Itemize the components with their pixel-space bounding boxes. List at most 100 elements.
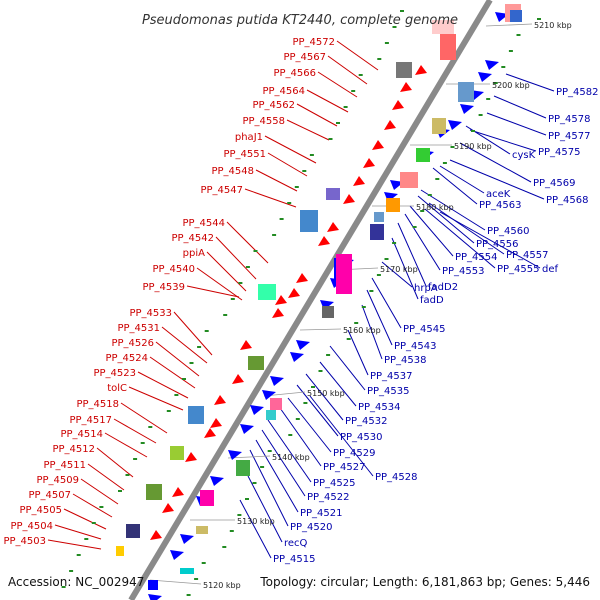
label-pp_4526: PP_4526: [111, 338, 154, 349]
connector-pp_4503: [47, 539, 102, 550]
label-tolc: tolC: [107, 383, 127, 394]
tick-mark: [295, 418, 300, 420]
label-pp_4555: PP_4555: [497, 264, 540, 275]
label-pp_4560: PP_4560: [487, 226, 530, 237]
connector-pp_4562: [296, 103, 338, 127]
label-pp_4542: PP_4542: [171, 233, 214, 244]
label-pp_4564: PP_4564: [262, 86, 305, 97]
tick-mark: [245, 498, 249, 500]
gene-arrow-right-strand: [180, 534, 194, 544]
gene-block: [370, 224, 384, 240]
tick-mark: [230, 298, 235, 300]
connector-def: [439, 211, 541, 269]
gene-arrow-left-strand: [275, 295, 287, 305]
connector-pp_4535: [329, 345, 366, 391]
connector-ppia: [206, 251, 247, 292]
tick-mark: [412, 226, 417, 228]
label-pp_4525: PP_4525: [313, 478, 356, 489]
connector-pp_4553: [404, 213, 441, 271]
connector-pp_4527: [279, 407, 322, 467]
gene-block: [200, 490, 214, 506]
tick-mark: [420, 210, 425, 212]
tick-mark: [471, 130, 475, 132]
gene-arrow-left-strand: [272, 308, 284, 318]
tick-mark: [204, 330, 209, 332]
gene-arrow-left-strand: [150, 530, 162, 540]
gene-block: [148, 580, 158, 590]
kbp-label: 5150 kbp: [307, 389, 345, 398]
connector-pp_4518: [120, 402, 168, 434]
tick-mark: [343, 106, 348, 108]
kbp-tick-line: [485, 23, 533, 27]
label-pp_4523: PP_4523: [93, 368, 136, 379]
tick-mark: [400, 10, 404, 12]
kbp-scale-labels: 5120 kbp 5130 kbp 5140 kbp 5150 kbp 5160 kbp…: [203, 21, 572, 590]
tick-mark: [478, 114, 483, 116]
label-pp_4540: PP_4540: [152, 264, 195, 275]
gene-arrow-left-strand: [415, 65, 427, 75]
connector-pp_4515: [239, 499, 272, 559]
tick-mark: [294, 186, 299, 188]
kbp-label: 5200 kbp: [492, 81, 530, 90]
gene-labels: PP_4572 PP_4567 PP_4566 PP_4564 PP_4562 PP_45…: [3, 37, 598, 565]
label-pp_4577: PP_4577: [548, 131, 591, 142]
gene-block: [266, 410, 276, 420]
gene-arrow-right-strand: [485, 60, 499, 70]
gene-block: [146, 484, 162, 500]
label-pp_4539: PP_4539: [142, 282, 185, 293]
label-cysk: cysK: [512, 150, 536, 161]
connector-pp_4540: [196, 267, 243, 301]
tick-mark: [358, 74, 363, 76]
connector-pp_4504: [54, 524, 102, 540]
label-pp_4504: PP_4504: [10, 521, 53, 532]
tick-mark: [222, 546, 227, 548]
tick-mark: [493, 82, 498, 84]
connector-pp_4551: [267, 152, 308, 177]
gene-arrow-left-strand: [210, 418, 222, 428]
gene-arrow-right-strand: [228, 450, 242, 460]
tick-mark: [427, 194, 432, 196]
gene-block: [270, 398, 282, 410]
connector-pp_4556: [417, 195, 475, 244]
connector-pp_4509: [80, 478, 119, 505]
tick-mark: [328, 138, 333, 140]
connector-pp_4564: [306, 89, 349, 113]
kbp-label: 5170 kbp: [380, 265, 418, 274]
gene-block: [396, 62, 412, 78]
label-pp_4567: PP_4567: [283, 52, 326, 63]
label-pp_4535: PP_4535: [367, 386, 410, 397]
tick-mark: [336, 122, 340, 124]
gene-arrow-right-strand: [296, 340, 310, 350]
gene-block: [336, 254, 352, 294]
label-pp_4547: PP_4547: [200, 185, 243, 196]
gene-arrow-left-strand: [185, 452, 197, 462]
tick-mark: [99, 506, 104, 508]
connector-pp_4517: [113, 418, 157, 444]
tick-mark: [253, 250, 258, 252]
connector-acek: [439, 165, 485, 194]
label-connector-lines: [47, 40, 555, 559]
kbp-tick-line: [227, 455, 271, 459]
gene-block: [386, 198, 400, 212]
label-pp_4514: PP_4514: [60, 429, 103, 440]
label-pp_4537: PP_4537: [370, 371, 413, 382]
connector-pp_4544: [226, 221, 269, 264]
connector-pp_4523: [137, 371, 189, 399]
tick-mark: [182, 378, 186, 380]
tick-mark: [61, 586, 66, 588]
connector-pp_4575: [469, 129, 537, 152]
tick-mark: [450, 146, 455, 148]
gene-arrow-left-strand: [204, 428, 216, 438]
gene-block: [322, 306, 334, 318]
label-pp_4557: PP_4557: [506, 250, 549, 261]
tick-mark: [501, 66, 506, 68]
tick-mark: [238, 282, 243, 284]
kbp-label: 5130 kbp: [237, 517, 275, 526]
gene-arrow-left-strand: [288, 288, 300, 298]
tick-mark: [260, 466, 265, 468]
connector-pp_4578: [493, 95, 547, 119]
connector-hrpa: [381, 261, 413, 288]
gene-block: [170, 446, 184, 460]
connector-pp_4526: [155, 341, 200, 377]
